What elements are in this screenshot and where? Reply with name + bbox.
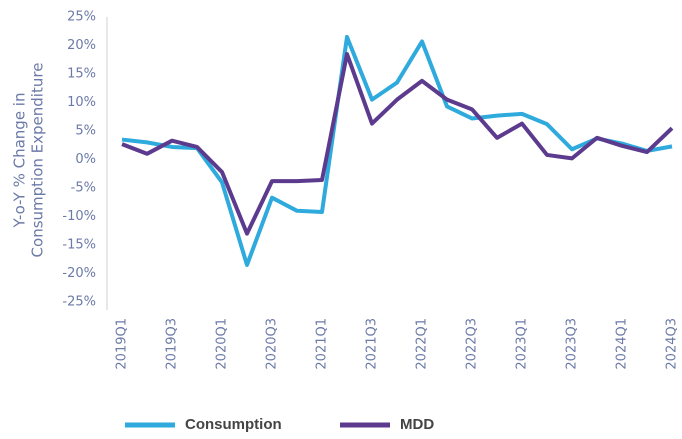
line — [121, 34, 673, 267]
x-tick-label: 2023Q1 — [515, 318, 530, 370]
x-tick-label: 2022Q1 — [415, 318, 430, 370]
x-tick-label: 2021Q3 — [365, 318, 380, 370]
y-tick-label: 10% — [67, 95, 96, 110]
x-tick-label: 2019Q3 — [165, 318, 180, 370]
x-tick-label: 2021Q1 — [315, 318, 330, 370]
line — [121, 52, 674, 236]
x-tick-label: 2024Q1 — [615, 318, 630, 370]
y-axis-label: Consumption Expenditure — [29, 63, 47, 258]
x-tick-label: 2019Q1 — [115, 318, 130, 370]
x-tick-label: 2020Q3 — [265, 318, 280, 370]
y-tick-label: -5% — [71, 181, 96, 196]
y-tick-label: -10% — [62, 209, 96, 224]
y-tick-label: -20% — [62, 266, 96, 281]
y-tick-label: 20% — [67, 38, 96, 53]
x-tick-label: 2023Q3 — [565, 318, 580, 370]
y-tick-label: 25% — [67, 10, 96, 25]
y-tick-label: 0% — [75, 152, 96, 167]
legend-label: Consumption — [185, 416, 282, 433]
x-tick-label: 2022Q3 — [465, 318, 480, 370]
y-tick-label: 5% — [75, 124, 96, 139]
x-tick-label: 2024Q3 — [665, 318, 680, 370]
y-tick-label: 15% — [67, 67, 96, 82]
x-tick-label: 2020Q1 — [215, 318, 230, 370]
y-axis-label: Y-o-Y % Change in — [11, 93, 29, 229]
legend-label: MDD — [400, 416, 434, 433]
y-tick-label: -15% — [62, 238, 96, 253]
y-tick-label: -25% — [62, 295, 96, 310]
